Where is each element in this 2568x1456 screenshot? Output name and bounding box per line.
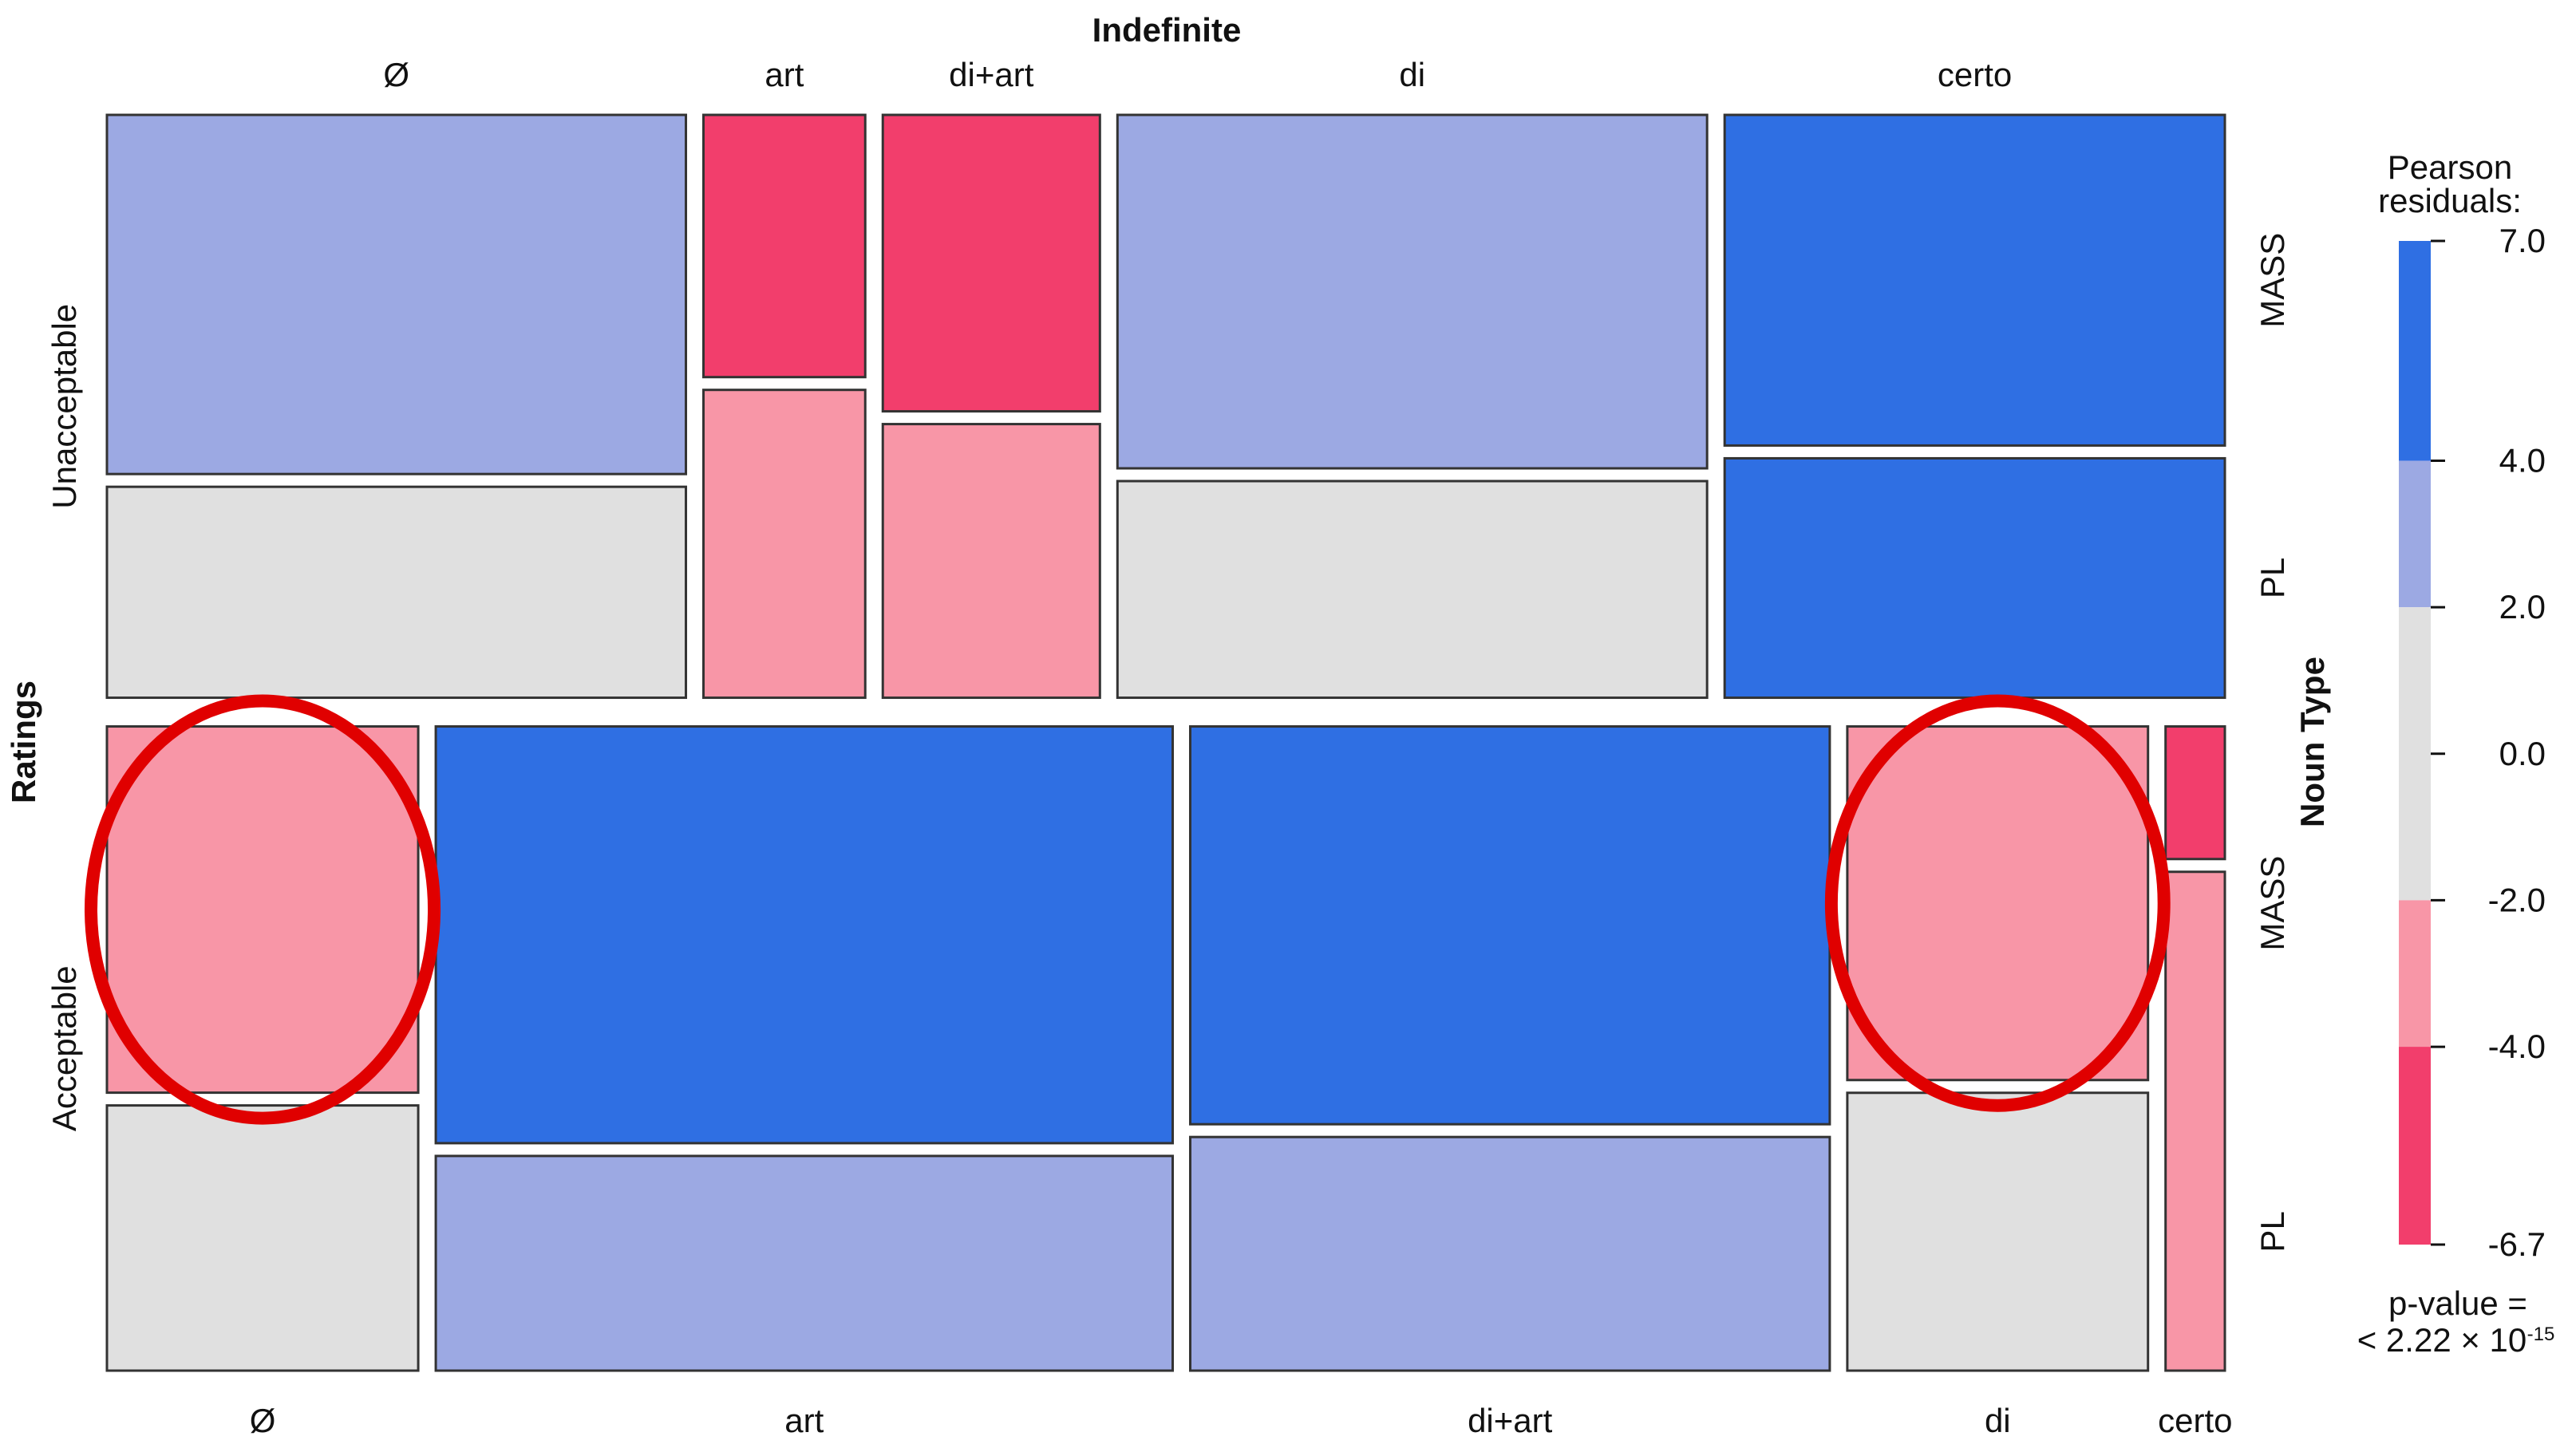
tile-acceptable-art-mass bbox=[434, 725, 1175, 1145]
top-axis-title: Indefinite bbox=[1092, 11, 1242, 49]
legend-ticks: 7.0 4.0 2.0 0.0 -2.0 -4.0 -6.7 bbox=[2431, 222, 2546, 1263]
tile-acceptable-art-pl bbox=[434, 1154, 1175, 1372]
tile-unacceptable-certo-mass bbox=[1723, 113, 2226, 447]
tile-acceptable-null-pl bbox=[105, 1104, 420, 1372]
tile-acceptable-di-pl bbox=[1846, 1091, 2150, 1372]
top-label-art: art bbox=[764, 56, 804, 93]
tile-acceptable-di-plus-art-mass bbox=[1189, 725, 1831, 1126]
mosaic-tiles bbox=[105, 113, 2226, 1372]
tile-unacceptable-null-mass bbox=[105, 113, 688, 475]
rating-label-unacceptable: Unacceptable bbox=[45, 304, 83, 509]
bottom-label-di-plus-art: di+art bbox=[1468, 1402, 1553, 1439]
noun-label-unacceptable-mass: MASS bbox=[2254, 233, 2291, 328]
bottom-label-null: Ø bbox=[250, 1402, 276, 1439]
left-axis-title: Ratings bbox=[5, 681, 42, 803]
tile-acceptable-certo-mass bbox=[2164, 725, 2226, 861]
tile-unacceptable-di-plus-art-pl bbox=[881, 423, 1101, 700]
legend: Pearson residuals: 7.0 4.0 2.0 0.0 -2.0 -4.0 -… bbox=[2357, 148, 2555, 1359]
legend-band-2 bbox=[2399, 607, 2431, 901]
legend-color-bar bbox=[2399, 241, 2431, 1245]
legend-tick-label-2: 2.0 bbox=[2499, 588, 2546, 625]
top-label-di: di bbox=[1399, 56, 1425, 93]
tile-unacceptable-art-pl bbox=[702, 389, 867, 700]
tile-acceptable-certo-pl bbox=[2164, 870, 2226, 1372]
tile-unacceptable-di-plus-art-mass bbox=[881, 113, 1101, 413]
tile-unacceptable-di-pl bbox=[1116, 479, 1709, 700]
legend-band-3 bbox=[2399, 900, 2431, 1048]
legend-tick-label-4: -2.0 bbox=[2488, 881, 2546, 918]
top-label-certo: certo bbox=[1938, 56, 2012, 93]
top-label-di-plus-art: di+art bbox=[949, 56, 1034, 93]
tile-unacceptable-art-mass bbox=[702, 113, 867, 379]
p-value-exponent: -15 bbox=[2527, 1324, 2555, 1345]
bottom-label-di: di bbox=[1985, 1402, 2011, 1439]
legend-band-1 bbox=[2399, 460, 2431, 608]
tile-unacceptable-null-pl bbox=[105, 485, 688, 700]
legend-tick-label-1: 4.0 bbox=[2499, 441, 2546, 479]
legend-band-4 bbox=[2399, 1047, 2431, 1245]
legend-band-0 bbox=[2399, 241, 2431, 461]
p-value-line2: < 2.22 × 10 bbox=[2357, 1321, 2527, 1359]
tile-acceptable-null-mass bbox=[105, 725, 420, 1095]
bottom-label-certo: certo bbox=[2158, 1402, 2232, 1439]
tile-acceptable-di-mass bbox=[1846, 725, 2150, 1082]
noun-label-acceptable-mass: MASS bbox=[2254, 856, 2291, 951]
highlight-ring-di bbox=[1824, 694, 2171, 1112]
highlight-rings bbox=[85, 694, 2171, 1125]
tile-unacceptable-di-mass bbox=[1116, 113, 1709, 470]
highlight-ring-null bbox=[85, 694, 441, 1125]
right-axis-title: Noun Type bbox=[2293, 657, 2331, 827]
legend-title-line1: Pearson bbox=[2388, 148, 2512, 186]
noun-label-unacceptable-pl: PL bbox=[2254, 558, 2291, 598]
rating-label-acceptable: Acceptable bbox=[45, 965, 83, 1131]
legend-tick-label-3: 0.0 bbox=[2499, 735, 2546, 772]
legend-tick-label-6: -6.7 bbox=[2488, 1225, 2546, 1263]
legend-tick-label-5: -4.0 bbox=[2488, 1028, 2546, 1065]
bottom-label-art: art bbox=[784, 1402, 824, 1439]
tile-acceptable-di-plus-art-pl bbox=[1189, 1135, 1831, 1372]
tile-unacceptable-certo-pl bbox=[1723, 456, 2226, 700]
legend-title-line2: residuals: bbox=[2378, 182, 2522, 219]
legend-tick-label-0: 7.0 bbox=[2499, 222, 2546, 259]
noun-label-acceptable-pl: PL bbox=[2254, 1211, 2291, 1252]
p-value-line1: p-value = bbox=[2388, 1284, 2527, 1322]
top-label-null: Ø bbox=[383, 56, 409, 93]
